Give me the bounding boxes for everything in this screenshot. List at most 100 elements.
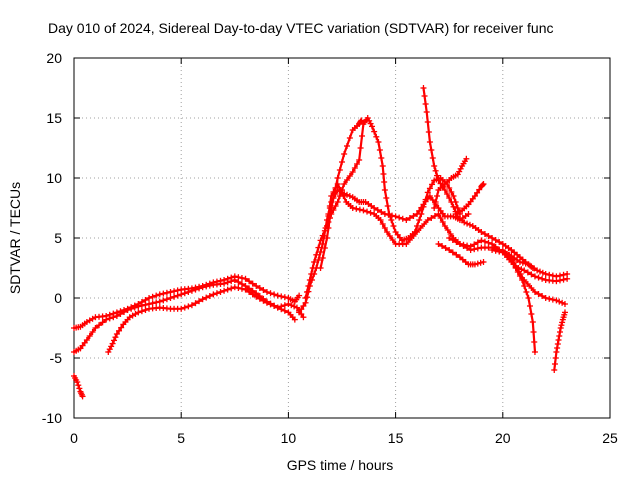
data-point-sample	[300, 303, 307, 309]
data-point-sample	[185, 303, 192, 310]
data-point-sample	[474, 245, 481, 252]
data-point-sample	[238, 275, 245, 281]
data-point-sample	[319, 255, 326, 261]
data-point-sample	[558, 322, 565, 329]
data-point-sample	[332, 185, 339, 191]
data-point	[431, 163, 438, 169]
data-point-sample	[526, 303, 533, 309]
data-point-sample	[106, 315, 113, 322]
data-point-sample	[466, 221, 473, 228]
data-point	[525, 295, 532, 301]
data-point-sample	[336, 167, 343, 173]
data-point-sample	[389, 237, 396, 243]
data-point	[435, 241, 442, 247]
data-point-sample	[406, 237, 413, 243]
data-point	[435, 211, 442, 217]
data-point-sample	[291, 303, 298, 310]
data-point-sample	[181, 290, 188, 297]
data-point-sample	[417, 225, 424, 231]
data-point	[83, 337, 90, 343]
data-point-sample	[344, 177, 351, 183]
x-tick-label: 0	[70, 430, 78, 446]
data-point-sample	[539, 293, 546, 299]
data-point-sample	[110, 314, 117, 321]
data-point-sample	[149, 300, 156, 307]
data-point-sample	[288, 302, 295, 309]
data-point-sample	[185, 289, 192, 295]
data-point-sample	[556, 272, 563, 279]
data-point	[379, 163, 386, 169]
data-point-sample	[539, 275, 546, 282]
data-point	[478, 237, 485, 244]
data-point	[291, 316, 298, 323]
data-point-sample	[163, 296, 170, 303]
data-point-sample	[446, 195, 453, 201]
y-tick-label: 0	[54, 290, 62, 306]
chart-title: Day 010 of 2024, Sidereal Day-to-day VTE…	[48, 20, 554, 36]
data-point-sample	[89, 329, 96, 335]
data-point-sample	[476, 186, 483, 193]
data-point-sample	[554, 341, 561, 347]
data-point	[424, 189, 431, 196]
data-point	[463, 155, 470, 162]
data-point-sample	[357, 118, 364, 125]
data-point-sample	[142, 307, 149, 313]
data-point-sample	[477, 259, 484, 266]
data-point	[323, 223, 330, 229]
data-point	[553, 297, 560, 304]
data-point	[231, 284, 238, 291]
data-point-sample	[426, 185, 433, 192]
series-arc-b	[71, 273, 303, 331]
data-point	[426, 193, 433, 199]
data-point-sample	[420, 203, 427, 210]
data-point	[156, 298, 163, 305]
data-point-sample	[378, 155, 385, 161]
data-point-sample	[492, 237, 499, 243]
data-point-sample	[160, 290, 167, 297]
data-point-sample	[340, 193, 347, 199]
data-point-sample	[344, 143, 351, 149]
data-point-sample	[453, 251, 460, 258]
data-point-sample	[514, 265, 521, 271]
data-point-sample	[449, 249, 456, 256]
data-point-sample	[422, 101, 429, 107]
data-point-sample	[351, 165, 358, 171]
data-point-sample	[118, 324, 125, 331]
series-arc-a	[71, 373, 86, 400]
data-point-sample	[518, 266, 525, 273]
data-point	[403, 217, 410, 223]
data-point-sample	[213, 290, 220, 297]
data-point-sample	[384, 203, 391, 209]
grid-lines	[74, 58, 610, 418]
data-point	[135, 303, 142, 310]
data-point-sample	[181, 304, 188, 311]
data-point-sample	[479, 181, 486, 188]
data-point-sample	[267, 290, 274, 297]
data-point-sample	[203, 294, 210, 301]
data-point-sample	[121, 309, 128, 315]
data-point-sample	[76, 385, 83, 392]
data-point	[178, 305, 185, 312]
data-point-sample	[522, 260, 529, 267]
data-point-sample	[206, 282, 213, 289]
data-point-sample	[428, 215, 435, 221]
data-point-sample	[421, 93, 428, 99]
data-point-sample	[330, 189, 337, 195]
data-point-sample	[171, 288, 178, 295]
data-point-sample	[556, 298, 563, 305]
data-point-sample	[260, 297, 267, 304]
data-point	[542, 271, 549, 277]
y-tick-label: 10	[46, 170, 62, 186]
series-arc-i	[420, 85, 571, 280]
data-point-sample	[315, 244, 322, 251]
data-point-sample	[278, 303, 285, 310]
data-point-sample	[238, 285, 245, 292]
data-point-sample	[528, 311, 535, 317]
data-point	[534, 267, 541, 274]
data-point	[199, 296, 206, 303]
data-point-sample	[99, 319, 106, 326]
data-point-sample	[429, 181, 436, 188]
data-point	[300, 314, 307, 321]
data-point-sample	[308, 271, 315, 277]
